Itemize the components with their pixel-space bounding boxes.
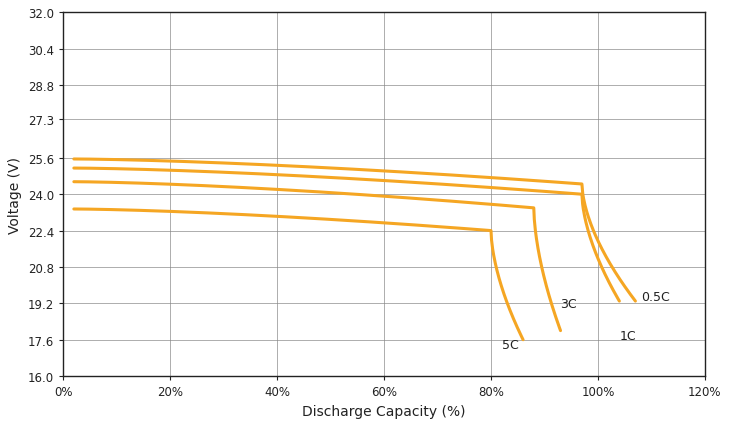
Text: 3C: 3C <box>561 297 577 310</box>
Y-axis label: Voltage (V): Voltage (V) <box>8 156 23 233</box>
Text: 1C: 1C <box>619 329 636 342</box>
Text: 0.5C: 0.5C <box>641 291 669 303</box>
X-axis label: Discharge Capacity (%): Discharge Capacity (%) <box>302 404 466 417</box>
Text: 5C: 5C <box>502 338 518 351</box>
